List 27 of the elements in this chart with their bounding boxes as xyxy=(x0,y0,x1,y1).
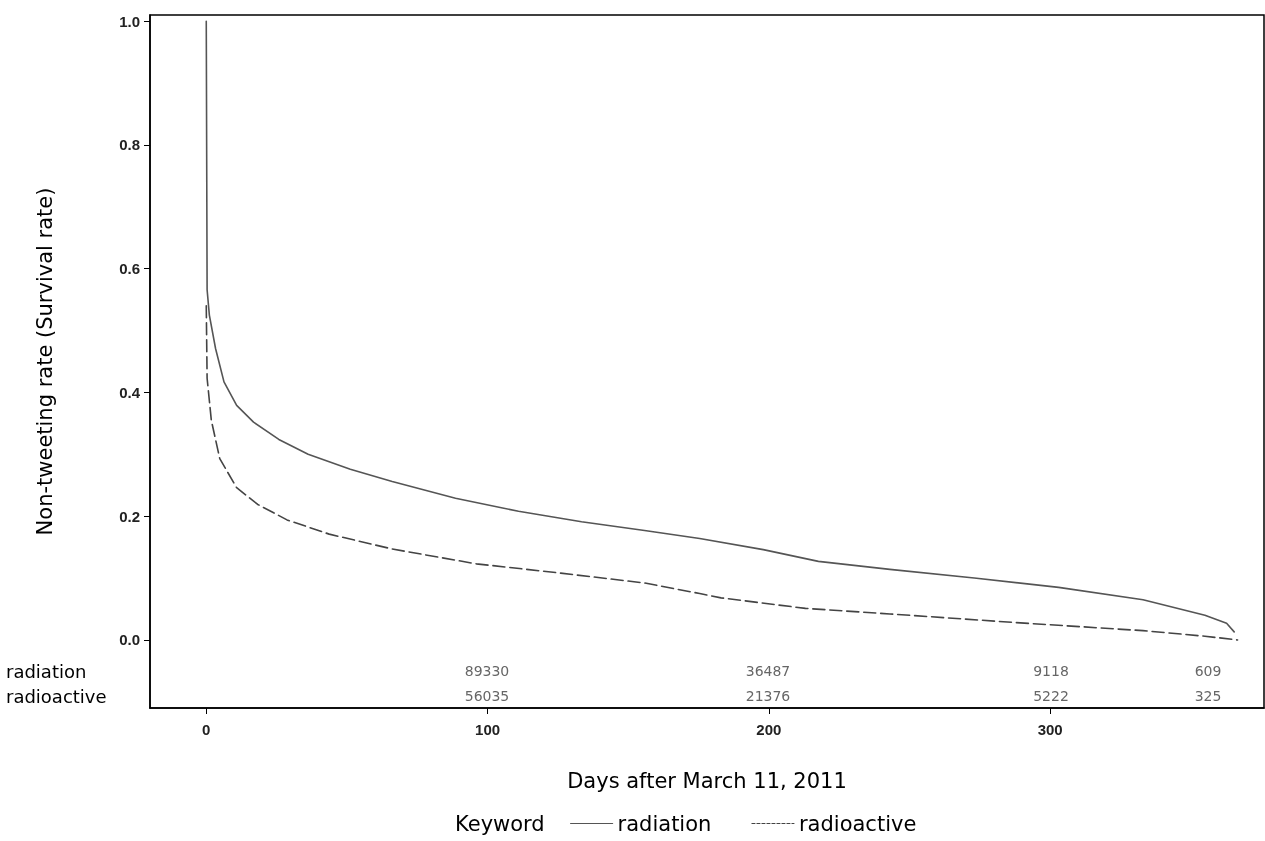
y-tick-label: 1.0 xyxy=(119,12,140,30)
annotation: 36487 xyxy=(745,663,791,679)
annotation: 609 xyxy=(1194,663,1222,679)
annotation: 5222 xyxy=(1033,688,1069,704)
text: radiation xyxy=(6,660,87,682)
y-tick-label: 0.4 xyxy=(119,383,141,401)
x-tick-label: 300 xyxy=(1037,721,1063,738)
legend-label: radiation xyxy=(617,811,712,836)
annotation: 21376 xyxy=(745,688,791,704)
annotation: 9118 xyxy=(1033,663,1069,679)
y-tick-label: 0.2 xyxy=(119,507,140,525)
y-axis-title: Non-tweeting rate (Survival rate) xyxy=(32,187,57,536)
annotation: 325 xyxy=(1194,688,1222,704)
x-tick-label: 100 xyxy=(475,721,501,738)
line-series xyxy=(205,305,1239,641)
x-tick-label: 0 xyxy=(202,721,211,738)
legend-label: radioactive xyxy=(798,811,917,836)
y-tick-label: 0.8 xyxy=(119,136,140,154)
line-series xyxy=(205,20,1235,633)
x-axis-title: Days after March 11, 2011 xyxy=(567,768,847,793)
legend-title: Keyword xyxy=(455,811,545,836)
annotation: 56035 xyxy=(464,688,510,704)
x-tick-label: 200 xyxy=(756,721,782,738)
annotation: 89330 xyxy=(464,663,510,679)
text: radioactive xyxy=(6,685,107,707)
y-tick-label: 0.6 xyxy=(119,260,140,278)
y-tick-label: 0.0 xyxy=(119,631,140,649)
